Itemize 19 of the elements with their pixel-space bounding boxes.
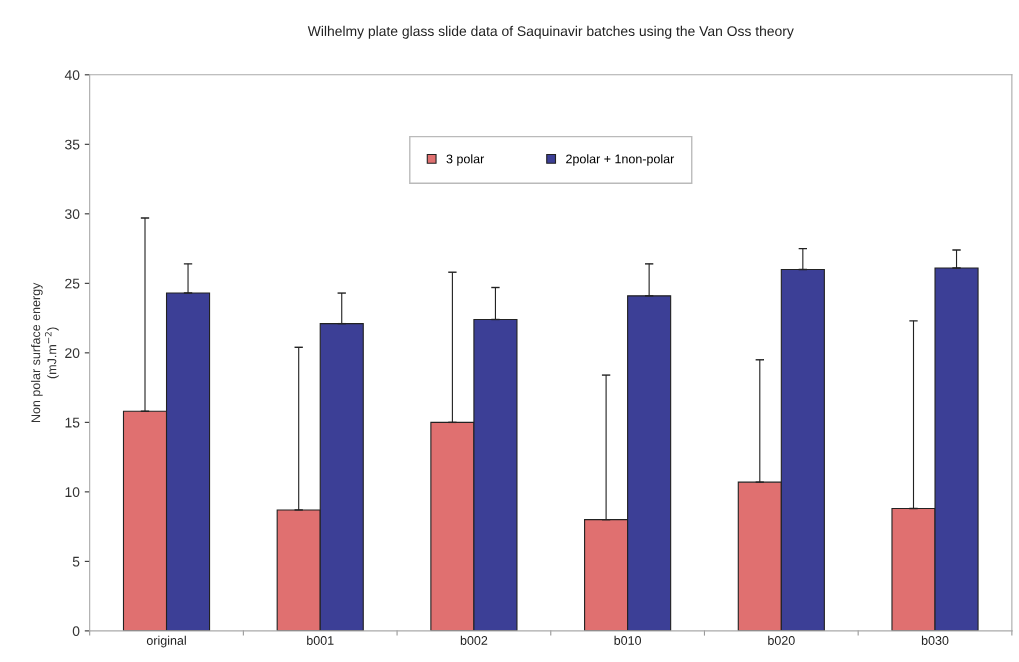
x-tick-label: original: [146, 635, 186, 648]
y-tick-label: 20: [65, 348, 80, 359]
y-axis-title: Non polar surface energy (mJ.m$^{−2}$): [31, 282, 59, 422]
x-tick-label: b010: [614, 635, 642, 645]
y-tick-label: 15: [65, 417, 80, 428]
y-tick-label: 0: [72, 626, 80, 637]
y-tick-label: 40: [64, 70, 80, 80]
y-tick-label: 35: [65, 139, 80, 150]
y-tick-label: 30: [65, 209, 80, 219]
legend-label: 2polar + 1non-polar: [566, 154, 675, 166]
x-tick-label: b020: [768, 635, 795, 645]
y-tick-label: 5: [72, 556, 80, 567]
y-tick-label: 10: [65, 487, 80, 498]
legend-label: 3 polar: [446, 154, 485, 166]
y-tick-label: 25: [65, 278, 80, 289]
x-tick-label: b001: [307, 635, 334, 645]
x-tick-label: b030: [921, 635, 949, 645]
chart-title: Wilhelmy plate glass slide data of Saquinavir batches using the Van Oss theory: [307, 25, 794, 39]
x-tick-label: b002: [460, 635, 488, 645]
